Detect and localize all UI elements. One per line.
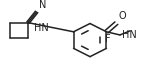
Text: F: F [105, 34, 110, 44]
Text: O: O [118, 11, 126, 21]
Text: N: N [39, 0, 46, 10]
Text: HN: HN [34, 23, 49, 33]
Text: HN: HN [122, 30, 137, 40]
